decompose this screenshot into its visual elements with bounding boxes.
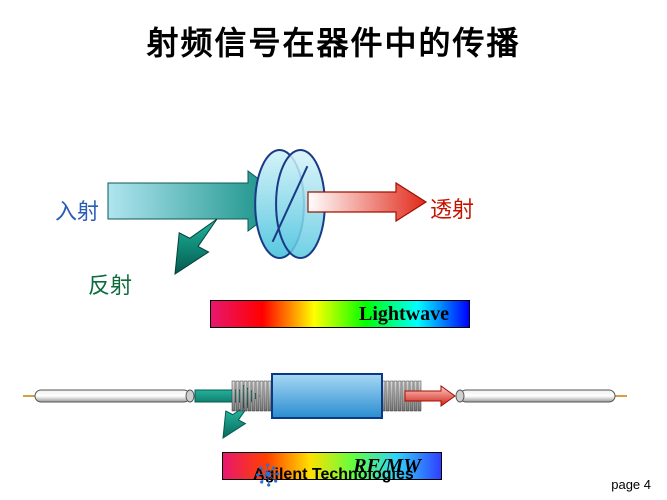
page-title: 射频信号在器件中的传播: [0, 0, 667, 64]
page-number: page 4: [611, 477, 651, 492]
lightwave-label: Lightwave: [359, 303, 449, 326]
diagram: 入射 透射 反射 Lightwave RF/MW: [0, 64, 667, 484]
diagram-svg: [0, 64, 667, 494]
logo-icon: [253, 463, 281, 487]
lightwave-bar: Lightwave: [210, 300, 470, 328]
brand-logo: Agilent Technologies: [253, 466, 414, 484]
footer: Agilent Technologies page 4: [0, 466, 667, 494]
